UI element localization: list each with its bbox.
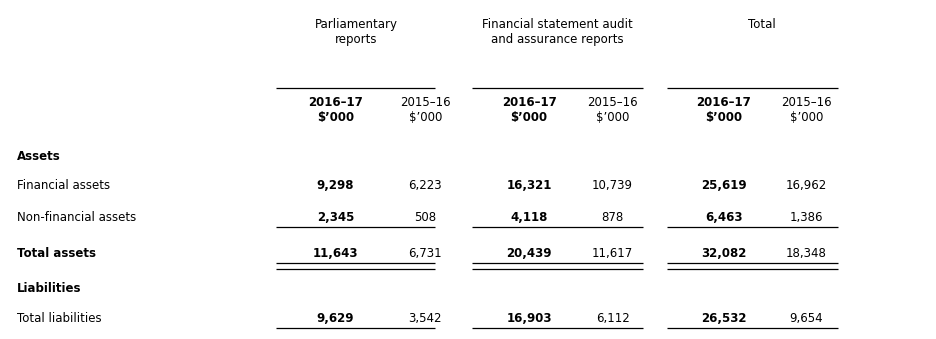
Text: 508: 508 bbox=[414, 211, 436, 224]
Text: Assets: Assets bbox=[17, 149, 61, 163]
Text: 2016–17
$’000: 2016–17 $’000 bbox=[695, 96, 751, 124]
Text: 9,298: 9,298 bbox=[316, 179, 354, 193]
Text: 1,386: 1,386 bbox=[789, 211, 823, 224]
Text: 32,082: 32,082 bbox=[700, 246, 746, 260]
Text: 878: 878 bbox=[601, 211, 623, 224]
Text: 2015–16
$’000: 2015–16 $’000 bbox=[781, 96, 831, 124]
Text: 2016–17
$’000: 2016–17 $’000 bbox=[501, 96, 556, 124]
Text: 2,345: 2,345 bbox=[316, 211, 354, 224]
Text: 18,348: 18,348 bbox=[785, 246, 826, 260]
Text: 16,321: 16,321 bbox=[505, 179, 551, 193]
Text: Liabilities: Liabilities bbox=[17, 282, 81, 296]
Text: Parliamentary
reports: Parliamentary reports bbox=[314, 18, 398, 46]
Text: Total liabilities: Total liabilities bbox=[17, 312, 101, 325]
Text: Financial assets: Financial assets bbox=[17, 179, 110, 193]
Text: Total: Total bbox=[748, 18, 775, 31]
Text: 2015–16
$’000: 2015–16 $’000 bbox=[400, 96, 450, 124]
Text: 6,731: 6,731 bbox=[408, 246, 442, 260]
Text: 16,962: 16,962 bbox=[785, 179, 826, 193]
Text: 11,617: 11,617 bbox=[592, 246, 633, 260]
Text: 4,118: 4,118 bbox=[510, 211, 548, 224]
Text: 2016–17
$’000: 2016–17 $’000 bbox=[308, 96, 362, 124]
Text: Total assets: Total assets bbox=[17, 246, 95, 260]
Text: 16,903: 16,903 bbox=[505, 312, 551, 325]
Text: 25,619: 25,619 bbox=[700, 179, 746, 193]
Text: 11,643: 11,643 bbox=[313, 246, 358, 260]
Text: 26,532: 26,532 bbox=[700, 312, 746, 325]
Text: 20,439: 20,439 bbox=[505, 246, 551, 260]
Text: 2015–16
$’000: 2015–16 $’000 bbox=[587, 96, 637, 124]
Text: 10,739: 10,739 bbox=[592, 179, 633, 193]
Text: 6,112: 6,112 bbox=[595, 312, 629, 325]
Text: 9,629: 9,629 bbox=[316, 312, 354, 325]
Text: 9,654: 9,654 bbox=[789, 312, 823, 325]
Text: 6,223: 6,223 bbox=[408, 179, 442, 193]
Text: Financial statement audit
and assurance reports: Financial statement audit and assurance … bbox=[482, 18, 633, 46]
Text: 3,542: 3,542 bbox=[408, 312, 442, 325]
Text: 6,463: 6,463 bbox=[704, 211, 741, 224]
Text: Non-financial assets: Non-financial assets bbox=[17, 211, 136, 224]
